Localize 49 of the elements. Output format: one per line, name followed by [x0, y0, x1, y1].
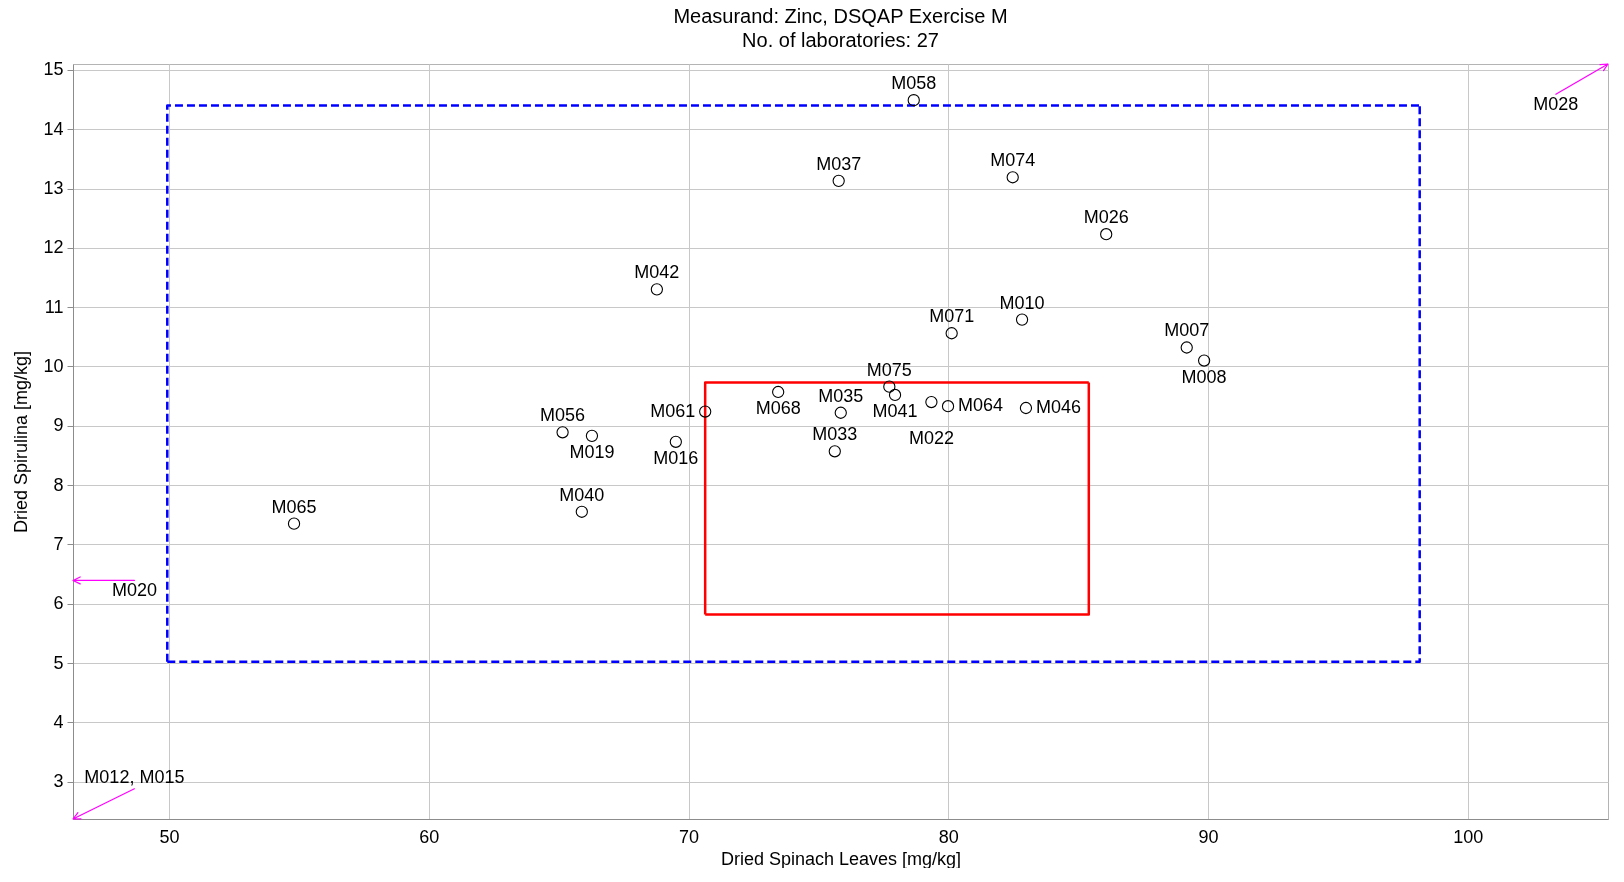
data-label: M074: [990, 150, 1036, 171]
data-label: M040: [559, 484, 605, 505]
x-tick-label: 100: [1453, 826, 1484, 847]
y-tick-label: 14: [43, 118, 64, 139]
y-tick-label: 11: [44, 296, 64, 317]
y-tick-label: 15: [43, 59, 64, 80]
data-label: M068: [755, 397, 801, 418]
y-tick-label: 13: [43, 178, 64, 199]
x-axis-title: Dried Spinach Leaves [mg/kg]: [720, 848, 962, 869]
data-label: M008: [1181, 366, 1227, 387]
data-label: M058: [891, 73, 937, 94]
x-tick-label: 50: [159, 826, 180, 847]
y-tick-label: 12: [43, 237, 64, 258]
data-label: M071: [929, 306, 975, 327]
data-label: M075: [866, 359, 912, 380]
y-tick-label: 8: [53, 474, 64, 495]
y-axis-title: Dried Spirulina [mg/kg]: [11, 350, 32, 534]
y-tick-label: 10: [43, 355, 64, 376]
data-label: M033: [812, 424, 858, 445]
data-label: M022: [908, 428, 954, 449]
y-tick-label: 9: [53, 415, 64, 436]
x-tick-label: 80: [938, 826, 959, 847]
annotation: M028: [1533, 94, 1579, 115]
x-tick-label: 60: [419, 826, 440, 847]
data-label: M061: [650, 400, 696, 421]
chart-title: Measurand: Zinc, DSQAP Exercise M: [673, 4, 1008, 27]
annotation: M020: [111, 580, 157, 601]
y-tick-label: 7: [53, 533, 64, 554]
data-label: M056: [540, 405, 586, 426]
annotation: M012, M015: [84, 766, 185, 787]
x-tick-label: 70: [679, 826, 700, 847]
data-label: M042: [634, 262, 680, 283]
data-label: M010: [999, 292, 1045, 313]
data-label: M016: [653, 447, 699, 468]
data-label: M035: [818, 385, 864, 406]
data-label: M019: [569, 441, 615, 462]
y-tick-label: 4: [53, 711, 64, 732]
data-label: M037: [816, 153, 862, 174]
data-label: M064: [958, 395, 1004, 416]
x-tick-label: 90: [1198, 826, 1219, 847]
y-tick-label: 3: [53, 771, 64, 792]
data-label: M065: [271, 496, 317, 517]
y-tick-label: 6: [53, 593, 64, 614]
data-label: M026: [1083, 207, 1129, 228]
chart-subtitle: No. of laboratories: 27: [742, 28, 939, 51]
y-tick-label: 5: [53, 652, 64, 673]
data-label: M041: [872, 400, 918, 421]
data-label: M046: [1035, 396, 1081, 417]
data-label: M007: [1164, 320, 1210, 341]
